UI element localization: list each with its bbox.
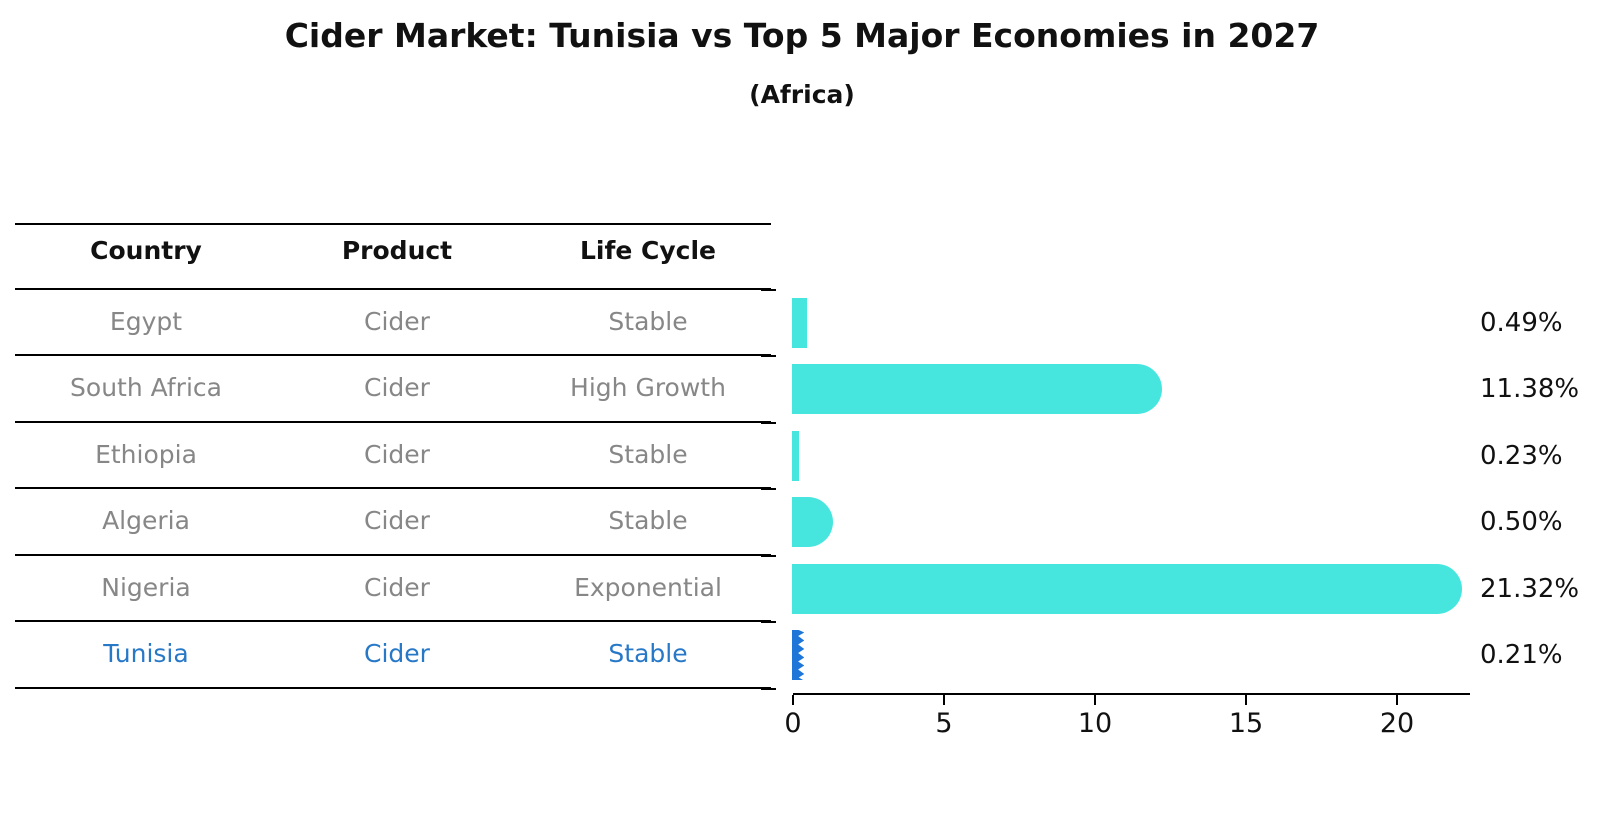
- table-top-rule: [15, 223, 771, 225]
- table-cell-product: Cider: [364, 306, 430, 336]
- y-axis-tick: [761, 422, 776, 424]
- value-label-nigeria: 21.32%: [1480, 574, 1580, 604]
- x-axis-tick-label: 15: [1228, 708, 1264, 739]
- bar-tunisia-highlighted: [792, 630, 805, 680]
- x-axis-tick: [1094, 695, 1096, 705]
- table-cell-product: Cider: [364, 439, 430, 469]
- table-cell-life-cycle: High Growth: [570, 372, 726, 402]
- table-cell-product: Cider: [364, 638, 430, 668]
- y-axis-tick: [761, 488, 776, 490]
- value-label-south-africa: 11.38%: [1480, 374, 1580, 404]
- table-header-rule: [15, 288, 771, 290]
- y-axis-tick: [761, 289, 776, 291]
- table-cell-country: Nigeria: [101, 572, 191, 602]
- table-header-life-cycle: Life Cycle: [579, 235, 717, 265]
- table-bottom-rule: [15, 687, 771, 689]
- chart-subtitle: (Africa): [749, 80, 855, 109]
- y-axis-tick: [761, 621, 776, 623]
- table-row-rule: [15, 620, 771, 622]
- x-axis-tick-label: 5: [935, 708, 953, 739]
- value-label-ethiopia: 0.23%: [1480, 441, 1563, 471]
- bar-algeria: [792, 497, 834, 547]
- table-cell-country: Ethiopia: [95, 439, 197, 469]
- x-axis-tick-label: 20: [1379, 708, 1415, 739]
- table-row-rule: [15, 487, 771, 489]
- table-header-product: Product: [341, 235, 453, 265]
- table-row-rule: [15, 554, 771, 556]
- y-axis-tick: [761, 555, 776, 557]
- bar-ethiopia: [792, 431, 799, 481]
- table-cell-life-cycle: Stable: [608, 306, 688, 336]
- value-label-tunisia: 0.21%: [1480, 640, 1563, 670]
- table-cell-life-cycle: Exponential: [574, 572, 722, 602]
- table-cell-country: Algeria: [102, 505, 190, 535]
- x-axis-tick: [792, 695, 794, 705]
- table-cell-life-cycle: Stable: [608, 439, 688, 469]
- table-cell-product: Cider: [364, 372, 430, 402]
- bar-nigeria: [792, 564, 1462, 614]
- table-cell-country: Tunisia: [103, 638, 189, 668]
- x-axis-tick-label: 0: [784, 708, 802, 739]
- table-row-rule: [15, 354, 771, 356]
- table-row-rule: [15, 421, 771, 423]
- x-axis-tick-label: 10: [1077, 708, 1113, 739]
- x-axis-tick: [1245, 695, 1247, 705]
- x-axis-tick: [943, 695, 945, 705]
- table-cell-product: Cider: [364, 505, 430, 535]
- y-axis-tick: [761, 688, 776, 690]
- chart-title: Cider Market: Tunisia vs Top 5 Major Eco…: [284, 16, 1320, 55]
- x-axis-tick: [1396, 695, 1398, 705]
- value-label-egypt: 0.49%: [1480, 308, 1563, 338]
- bar-egypt: [792, 298, 807, 348]
- y-axis-tick: [761, 355, 776, 357]
- table-cell-country: South Africa: [70, 372, 222, 402]
- value-label-algeria: 0.50%: [1480, 507, 1563, 537]
- table-cell-country: Egypt: [109, 306, 183, 336]
- bar-south-africa: [792, 364, 1162, 414]
- table-header-country: Country: [90, 235, 202, 265]
- table-cell-life-cycle: Stable: [608, 505, 688, 535]
- table-cell-product: Cider: [364, 572, 430, 602]
- table-cell-life-cycle: Stable: [608, 638, 688, 668]
- x-axis-line: [793, 693, 1470, 695]
